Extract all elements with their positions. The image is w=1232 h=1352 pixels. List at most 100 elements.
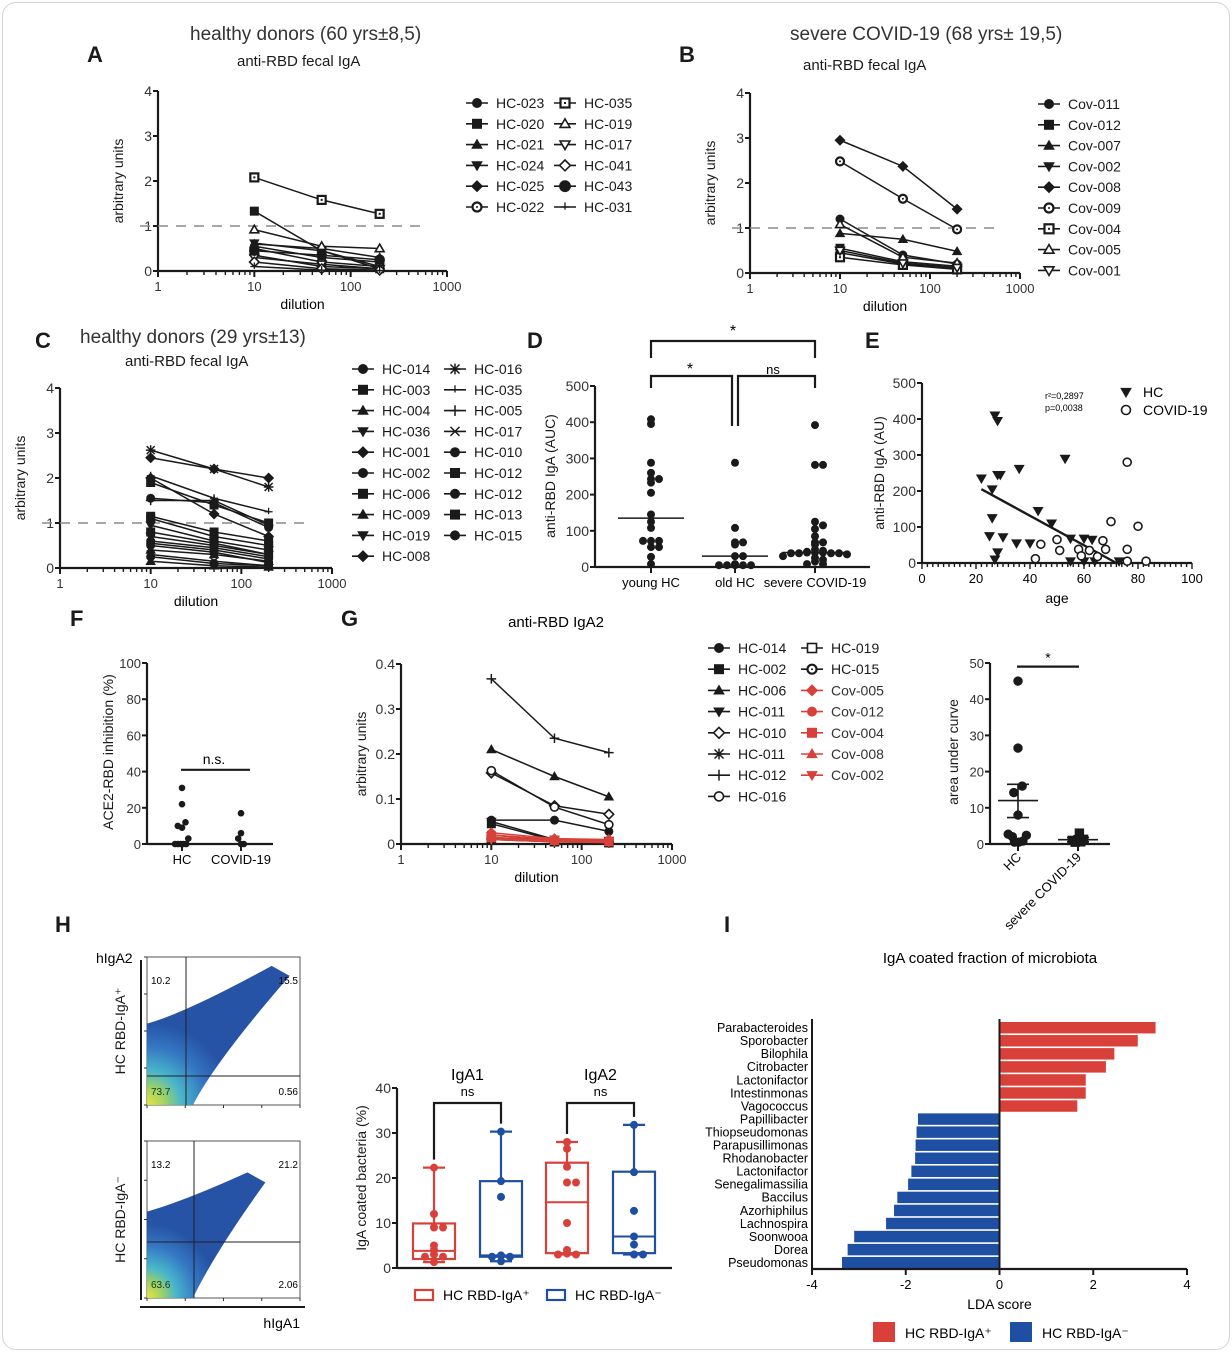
- legend-item: HC-006: [352, 486, 430, 502]
- data-point: [486, 835, 497, 845]
- data-point: [1078, 534, 1090, 545]
- x-tick-label: 100: [571, 852, 593, 867]
- y-tick-label: 200: [893, 483, 917, 499]
- legend-item: HC RBD-IgA⁻: [545, 1287, 662, 1303]
- legend-item: HC-023: [466, 95, 544, 111]
- marker-dot: [811, 668, 813, 671]
- data-point: [146, 527, 156, 537]
- data-point: [1046, 519, 1058, 530]
- legend-item: HC-035: [554, 95, 632, 111]
- data-point: [182, 840, 190, 848]
- data-point: [497, 1127, 505, 1136]
- x-tick-label: COVID-19: [211, 852, 271, 867]
- legend-label: Cov-002: [1068, 158, 1121, 174]
- data-point: [897, 233, 909, 243]
- series-hc-005: [145, 495, 274, 531]
- y-axis-label: ACE2-RBD inhibition (%): [100, 674, 116, 830]
- legend-label: HC RBD-IgA⁺: [443, 1287, 530, 1303]
- y-tick-label: 300: [893, 447, 917, 463]
- x-tick-label: 1: [56, 576, 63, 591]
- legend-label: Cov-005: [1068, 242, 1121, 258]
- legend-label: HC: [1143, 384, 1163, 400]
- y-tick-label: 20: [375, 1170, 391, 1186]
- legend-marker: [713, 748, 725, 760]
- bar: [999, 1035, 1138, 1047]
- series-hc-012: [146, 527, 274, 559]
- data-point: [811, 517, 819, 526]
- data-point: [549, 771, 560, 781]
- data-point: [834, 246, 846, 257]
- legend-item: HC-017: [444, 423, 522, 439]
- bar: [999, 1100, 1078, 1112]
- category-label: Vagococcus: [741, 1099, 808, 1113]
- category-label: Azorhiphilus: [740, 1204, 808, 1218]
- series-hc-016: [145, 445, 274, 492]
- legend-label: Cov-011: [1068, 96, 1120, 112]
- x-axis-label: hIgA1: [263, 1315, 300, 1331]
- x-tick-label: 10: [143, 576, 157, 591]
- legend-label: HC-014: [382, 361, 430, 377]
- y-tick-label: 400: [566, 414, 590, 430]
- category-label: Baccilus: [761, 1191, 808, 1205]
- marker-dot: [839, 160, 841, 163]
- y-tick-label: 2: [144, 173, 152, 189]
- quadrant-ll: 63.6: [151, 1280, 171, 1291]
- legend-item: Cov-012: [1038, 117, 1121, 133]
- data-point: [209, 547, 219, 557]
- series-hc-012: [486, 674, 614, 758]
- y-tick-label: 40: [127, 765, 141, 780]
- data-point: [430, 1258, 438, 1267]
- legend-label: HC-036: [382, 423, 430, 439]
- legend-marker: [357, 404, 369, 415]
- legend-item: Cov-012: [801, 704, 884, 720]
- y-tick-label: 20: [970, 765, 984, 780]
- series-hc-019: [248, 223, 386, 253]
- data-point: [563, 1249, 571, 1258]
- legend-swatch: [1010, 1322, 1032, 1342]
- data-point: [747, 561, 755, 570]
- legend-item: HC-019: [801, 640, 879, 656]
- legend-label: HC RBD-IgA⁻: [1042, 1325, 1129, 1341]
- data-point: [549, 815, 559, 825]
- legend-label: HC RBD-IgA⁻: [575, 1287, 662, 1303]
- data-point: [563, 1162, 571, 1171]
- x-tick-label: 80: [1131, 571, 1145, 586]
- group-0: [171, 784, 192, 848]
- data-point: [374, 208, 385, 219]
- y-tick-label: 400: [893, 411, 917, 427]
- data-point: [811, 532, 819, 541]
- y-tick-label: 300: [566, 450, 590, 466]
- bar: [999, 1074, 1086, 1086]
- legend-item: HC-003: [352, 382, 430, 398]
- data-point: [647, 468, 655, 477]
- group-label: IgA1: [451, 1067, 484, 1084]
- legend-item: HC-002: [708, 661, 786, 677]
- x-tick-label: old HC: [715, 575, 755, 590]
- data-point: [992, 416, 1004, 427]
- data-point: [655, 543, 663, 552]
- x-tick-label: 0: [996, 1277, 1003, 1292]
- legend-item: HC-035: [444, 382, 522, 398]
- legend-item: Cov-004: [1038, 221, 1121, 237]
- legend-marker: [1044, 99, 1054, 109]
- legend-label: Cov-004: [1068, 221, 1121, 237]
- data-point: [1013, 676, 1023, 686]
- y-tick-label: 500: [893, 375, 917, 391]
- legend-marker: [559, 180, 571, 193]
- bar: [915, 1139, 1000, 1151]
- data-point: [779, 552, 787, 561]
- legend-item: HC-009: [352, 507, 430, 523]
- significance-bracket: [649, 339, 817, 358]
- significance-label: *: [1045, 650, 1051, 666]
- legend-label: HC-019: [831, 640, 879, 656]
- legend-marker: [1043, 223, 1055, 235]
- data-point: [897, 193, 909, 204]
- legend-item: HC-022: [466, 199, 544, 215]
- data-point: [563, 1219, 571, 1227]
- series-cov-008: [834, 134, 963, 215]
- legend-label: HC-020: [496, 116, 544, 132]
- legend-item: Cov-008: [1038, 179, 1121, 195]
- category-label: Citrobacter: [747, 1060, 808, 1074]
- legend-item: Cov-001: [1038, 262, 1121, 278]
